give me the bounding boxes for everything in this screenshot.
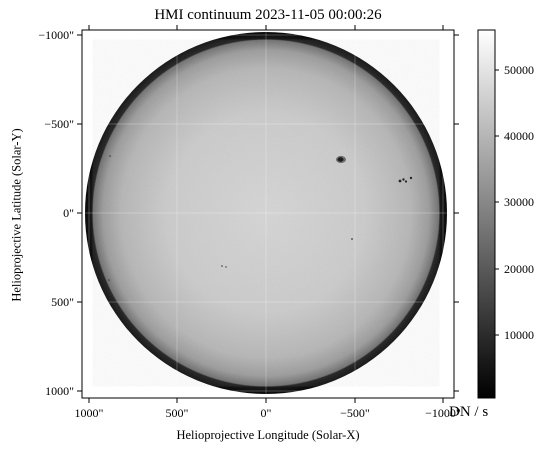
colorbar-tick-label: 30000 (504, 195, 534, 209)
x-tick-label: 1000" (74, 406, 104, 420)
colorbar-tick-label: 10000 (504, 328, 534, 342)
colorbar-tick-label: 40000 (504, 129, 534, 143)
y-tick-label: 0" (63, 206, 74, 220)
sunspot-group-west (398, 176, 413, 183)
x-tick-label: −500" (340, 406, 370, 420)
colorbar-tick-label: 50000 (504, 63, 534, 77)
axes-frame (81, 29, 455, 399)
y-tick-label: −500" (44, 117, 74, 131)
granulation-texture (92, 39, 440, 387)
x-tick-label: 0" (260, 406, 272, 420)
x-axis-label: Helioprojective Longitude (Solar-X) (176, 428, 360, 442)
colorbar (478, 30, 495, 398)
colorbar-frame (477, 29, 496, 399)
y-axis-ticks (77, 34, 459, 392)
x-axis-ticks (88, 25, 444, 403)
colorbar-label: DN / s (449, 404, 489, 420)
y-tick-label: 1000" (45, 384, 74, 398)
sunspot-small (108, 155, 353, 281)
colorbar-tick-label: 20000 (504, 262, 534, 276)
sunspot-group-main (336, 155, 346, 164)
y-tick-label: 500" (51, 295, 74, 309)
x-tick-label: 500" (165, 406, 189, 420)
y-tick-label: −1000" (38, 28, 74, 42)
colorbar-ticks (495, 69, 499, 336)
figure-title: HMI continuum 2023-11-05 00:00:26 (154, 7, 382, 23)
coordinate-grid (82, 30, 454, 398)
y-axis-label: Helioprojective Latitude (Solar-Y) (9, 128, 24, 302)
x-tick-label: −1000" (425, 406, 461, 420)
